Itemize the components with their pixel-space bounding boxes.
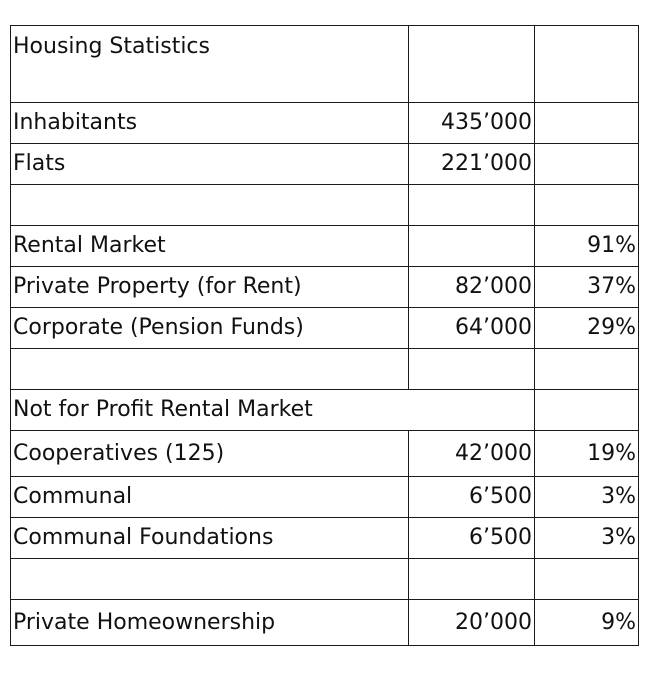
table-row-spacer: [10, 348, 639, 390]
housing-statistics-table: Housing Statistics Inhabitants 435’000 F…: [10, 25, 639, 646]
row-value: 221’000: [408, 143, 535, 185]
empty-cell: [534, 25, 639, 103]
row-value: [408, 348, 535, 390]
row-label: Corporate (Pension Funds): [10, 307, 409, 349]
row-label: Communal: [10, 476, 409, 518]
table-row: Communal 6’500 3%: [10, 476, 639, 518]
table-row: Flats 221’000: [10, 143, 639, 185]
row-percent: 3%: [534, 517, 639, 559]
row-percent: 29%: [534, 307, 639, 349]
row-value: [408, 225, 535, 267]
table-row: Rental Market 91%: [10, 225, 639, 267]
row-label: Rental Market: [10, 225, 409, 267]
row-label: Inhabitants: [10, 102, 409, 144]
table-row: Corporate (Pension Funds) 64’000 29%: [10, 307, 639, 349]
row-percent: [534, 558, 639, 600]
row-percent: 37%: [534, 266, 639, 308]
row-label: Flats: [10, 143, 409, 185]
row-label: Cooperatives (125): [10, 430, 409, 477]
table-row: Inhabitants 435’000: [10, 102, 639, 144]
row-label: Not for Profit Rental Market: [10, 389, 535, 431]
row-percent: [534, 389, 639, 431]
row-percent: [534, 102, 639, 144]
table-row: Not for Profit Rental Market: [10, 389, 639, 431]
row-value: 6’500: [408, 517, 535, 559]
row-value: 64’000: [408, 307, 535, 349]
row-percent: 9%: [534, 599, 639, 646]
row-percent: [534, 143, 639, 185]
table-row: Private Property (for Rent) 82’000 37%: [10, 266, 639, 308]
table-row: Private Homeownership 20’000 9%: [10, 599, 639, 646]
row-value: 82’000: [408, 266, 535, 308]
row-label: Private Homeownership: [10, 599, 409, 646]
table-row-spacer: [10, 184, 639, 226]
table-title-row: Housing Statistics: [10, 25, 639, 103]
row-label: [10, 184, 409, 226]
row-label: Private Property (for Rent): [10, 266, 409, 308]
row-percent: 3%: [534, 476, 639, 518]
row-value: 42’000: [408, 430, 535, 477]
table-row-spacer: [10, 558, 639, 600]
row-percent: [534, 348, 639, 390]
empty-cell: [408, 25, 535, 103]
row-label: [10, 558, 409, 600]
table-row: Cooperatives (125) 42’000 19%: [10, 430, 639, 477]
row-percent: [534, 184, 639, 226]
table-row: Communal Foundations 6’500 3%: [10, 517, 639, 559]
row-value: 20’000: [408, 599, 535, 646]
row-value: 435’000: [408, 102, 535, 144]
row-percent: 19%: [534, 430, 639, 477]
table-title: Housing Statistics: [10, 25, 409, 103]
row-percent: 91%: [534, 225, 639, 267]
row-label: [10, 348, 409, 390]
row-value: [408, 184, 535, 226]
housing-statistics-table-container: Housing Statistics Inhabitants 435’000 F…: [10, 25, 639, 646]
row-value: [408, 558, 535, 600]
row-value: 6’500: [408, 476, 535, 518]
row-label: Communal Foundations: [10, 517, 409, 559]
